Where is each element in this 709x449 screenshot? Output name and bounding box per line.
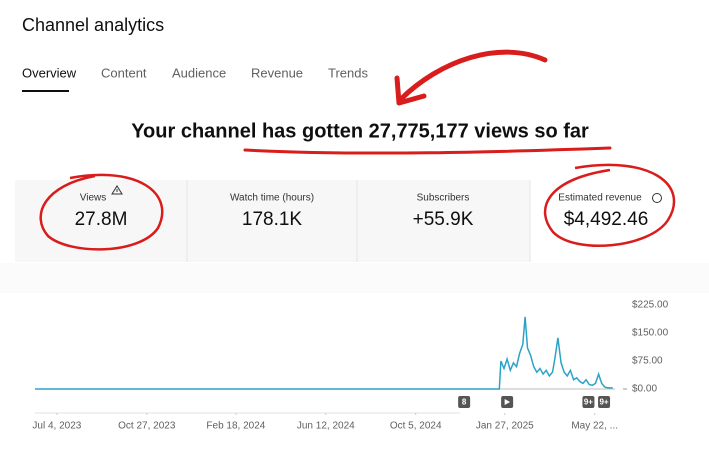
tab: Revenue bbox=[251, 65, 303, 80]
marker-label: 9+ bbox=[599, 398, 608, 407]
annotation-arrowhead bbox=[394, 75, 427, 106]
y-tick-label: $150.00 bbox=[632, 328, 669, 339]
annotation-arrow bbox=[397, 49, 548, 103]
tab: Trends bbox=[328, 65, 368, 80]
line bbox=[35, 316, 613, 390]
metric-value: $4,492.46 bbox=[564, 209, 649, 230]
annotation-circle bbox=[543, 163, 676, 248]
x-tick-label: May 22, ... bbox=[571, 421, 618, 432]
metric-label: Estimated revenue bbox=[558, 193, 642, 204]
x-tick-label: Jan 27, 2025 bbox=[476, 421, 534, 432]
y-tick-label: $75.00 bbox=[632, 356, 663, 367]
x-tick-label: Feb 18, 2024 bbox=[206, 421, 265, 432]
x-tick-label: Oct 27, 2023 bbox=[118, 421, 176, 432]
y-tick-label: $225.00 bbox=[632, 300, 669, 311]
metric-label: Watch time (hours) bbox=[230, 193, 314, 204]
marker-label: 9+ bbox=[584, 398, 593, 407]
warning-icon bbox=[111, 185, 123, 195]
x-tick-label: Oct 5, 2024 bbox=[390, 421, 442, 432]
metric-value: +55.9K bbox=[413, 209, 474, 230]
annotation-underline bbox=[243, 146, 612, 155]
x-tick-label: Jul 4, 2023 bbox=[32, 421, 81, 432]
metric-value: 178.1K bbox=[242, 209, 303, 230]
metric-label: Subscribers bbox=[417, 193, 470, 204]
tab: Overview bbox=[22, 65, 77, 80]
clock-icon bbox=[652, 193, 662, 203]
marker-badge bbox=[598, 396, 611, 408]
tab: Content bbox=[101, 65, 147, 80]
marker-label: 8 bbox=[462, 398, 467, 407]
tab: Audience bbox=[172, 65, 226, 80]
y-tick-label: $0.00 bbox=[632, 384, 657, 395]
x-tick-label: Jun 12, 2024 bbox=[297, 421, 355, 432]
metric-value: 27.8M bbox=[75, 209, 128, 230]
page-title: Channel analytics bbox=[22, 15, 164, 35]
chart-area-top bbox=[0, 263, 709, 293]
annotation-circle bbox=[39, 173, 164, 251]
headline: Your channel has gotten 27,775,177 views… bbox=[131, 120, 589, 142]
metric-label: Views bbox=[80, 193, 107, 204]
marker-badge bbox=[458, 396, 471, 408]
play-icon bbox=[504, 399, 511, 405]
marker-badge bbox=[582, 396, 595, 408]
